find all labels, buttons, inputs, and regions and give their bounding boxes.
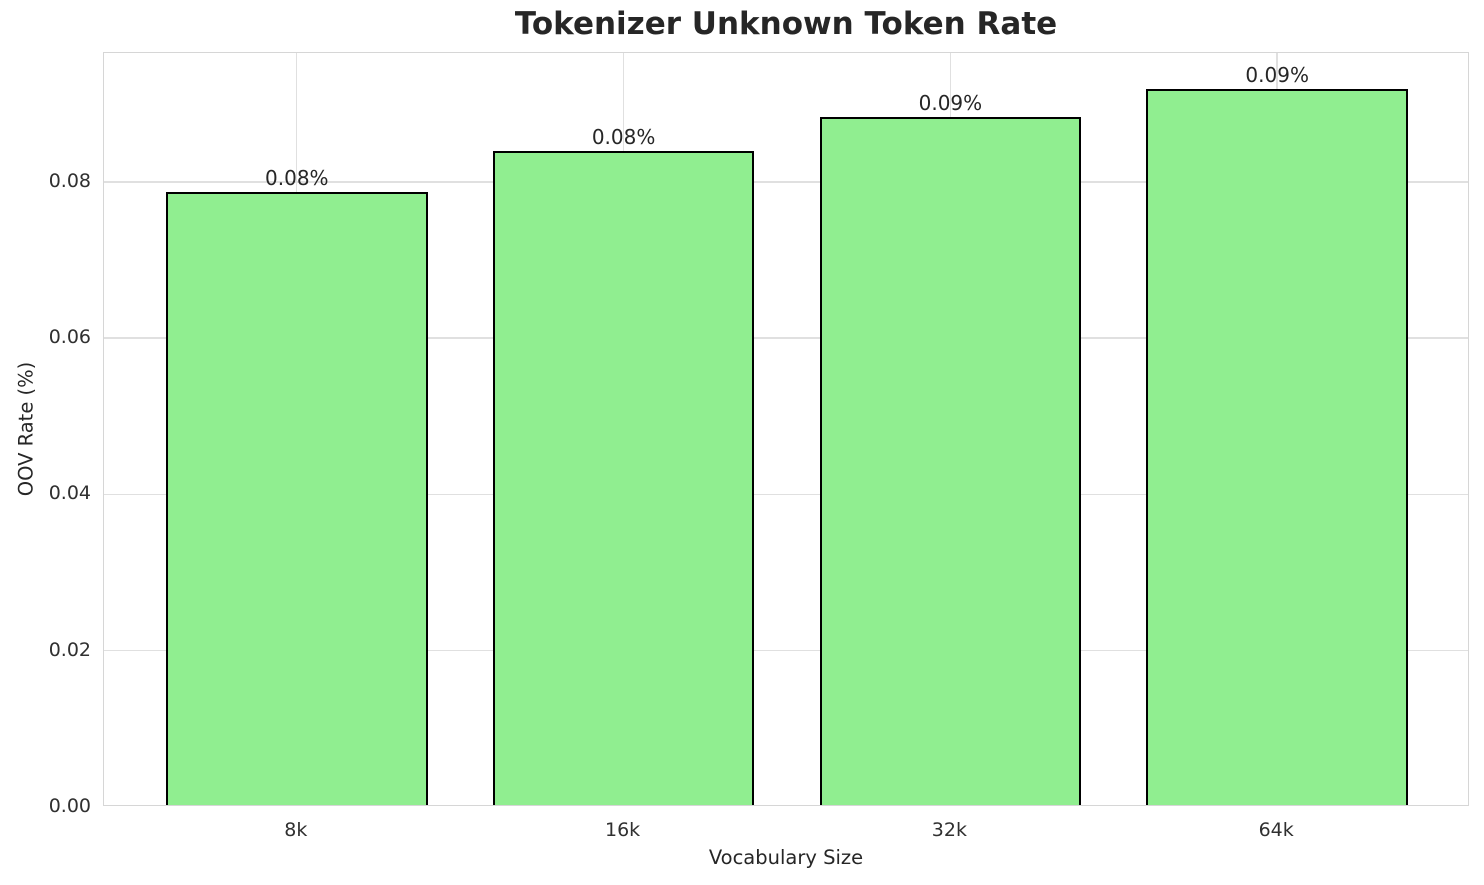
y-tick-label: 0.00	[48, 795, 91, 817]
y-axis-label: OOV Rate (%)	[14, 361, 38, 497]
y-tick-label: 0.04	[48, 482, 91, 505]
x-tick-label: 8k	[284, 819, 308, 841]
chart-title: Tokenizer Unknown Token Rate	[514, 6, 1058, 42]
bar-value-label: 0.08%	[265, 165, 329, 190]
x-axis-label: Vocabulary Size	[708, 846, 864, 869]
h-gridline	[104, 493, 1468, 496]
bar-value-label: 0.09%	[918, 90, 983, 115]
bar-value-label: 0.08%	[591, 125, 656, 149]
x-tick-label: 16k	[605, 819, 641, 841]
h-gridline	[104, 181, 1468, 183]
bar-16k	[492, 151, 755, 805]
y-tick-label: 0.08	[48, 169, 91, 192]
plot-area: 0.08% 0.08% 0.09% 0.09%	[103, 52, 1469, 806]
y-tick-label: 0.02	[48, 638, 91, 661]
h-gridline	[104, 337, 1468, 339]
bar-32k	[819, 116, 1082, 805]
bar-value-label: 0.09%	[1245, 62, 1309, 87]
h-gridline	[104, 650, 1468, 652]
x-tick-label: 32k	[931, 819, 967, 841]
y-tick-label: 0.06	[48, 326, 91, 349]
bar-8k	[166, 191, 428, 805]
x-tick-label: 64k	[1258, 819, 1294, 841]
bar-64k	[1146, 88, 1408, 805]
